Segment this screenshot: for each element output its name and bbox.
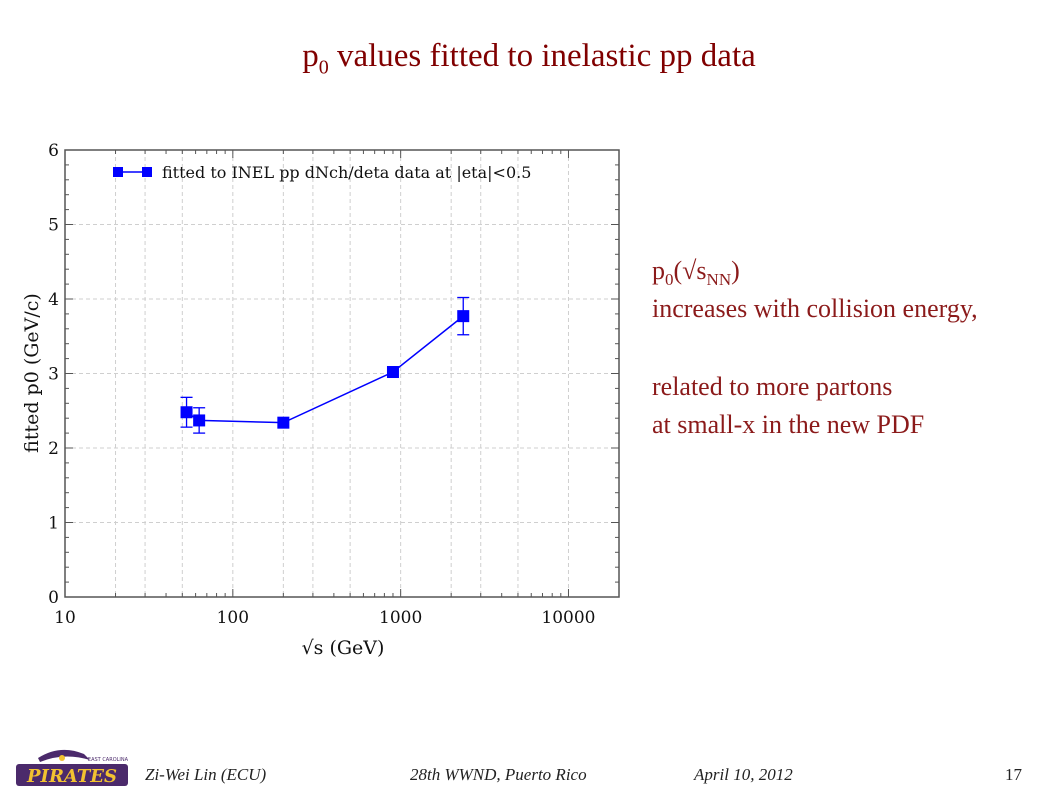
note-sub-0: 0 xyxy=(665,270,674,290)
note-line-4: at small-x in the new PDF xyxy=(652,410,925,439)
x-tick-label: 100 xyxy=(217,608,249,628)
series-line xyxy=(186,315,464,424)
chart-grid xyxy=(65,150,620,597)
x-tick-label: 10000 xyxy=(541,608,595,628)
legend-marker-right xyxy=(142,167,152,177)
note-line-3: related to more partons xyxy=(652,372,893,401)
note-sub-nn: NN xyxy=(706,270,732,290)
data-point xyxy=(180,406,193,419)
data-point xyxy=(386,366,399,379)
logo-small-text: EAST CAROLINA xyxy=(88,757,129,763)
footer-date: April 10, 2012 xyxy=(694,765,793,784)
x-axis-label: √s (GeV) xyxy=(302,637,385,659)
footer-event: 28th WWND, Puerto Rico xyxy=(410,765,587,784)
data-point xyxy=(193,414,206,427)
legend-label: fitted to INEL pp dNch/deta data at |eta… xyxy=(162,163,531,182)
y-tick-label: 5 xyxy=(48,216,59,236)
note-line-1: p0(√sNN) xyxy=(652,256,740,290)
note-close: ) xyxy=(731,256,740,285)
title-rest: values fitted to inelastic pp data xyxy=(328,38,756,74)
y-tick-label: 0 xyxy=(48,588,59,608)
legend-marker-left xyxy=(113,167,123,177)
p0-chart: 10 100 1000 10000 0 1 2 3 4 5 6 fitted to INEL pp … xyxy=(21,141,620,659)
logo-text: PIRATES xyxy=(26,766,117,787)
slide-title: p0 values fitted to inelastic pp data xyxy=(0,38,1058,80)
chart-ticks: 10 100 1000 10000 0 1 2 3 4 5 6 xyxy=(48,141,620,628)
y-tick-label: 3 xyxy=(48,365,59,385)
data-point xyxy=(277,416,290,429)
title-prefix: p xyxy=(302,38,319,74)
title-subscript: 0 xyxy=(318,56,329,79)
chart-legend: fitted to INEL pp dNch/deta data at |eta… xyxy=(113,163,531,182)
y-tick-label: 1 xyxy=(48,514,59,534)
footer-page-number: 17 xyxy=(1005,765,1022,784)
y-tick-label: 4 xyxy=(48,290,59,310)
note-p: p xyxy=(652,256,665,285)
x-tick-label: 1000 xyxy=(379,608,422,628)
chart-series xyxy=(180,296,470,434)
pirates-logo: PIRATES EAST CAROLINA xyxy=(16,749,129,787)
data-point xyxy=(457,310,470,323)
footer-author: Zi-Wei Lin (ECU) xyxy=(145,765,267,784)
y-axis-label: fitted p0 (GeV/c) xyxy=(21,293,43,453)
x-tick-label: 10 xyxy=(54,608,76,628)
y-tick-label: 6 xyxy=(48,141,59,161)
y-tick-label: 2 xyxy=(48,439,59,459)
note-sqrt-s: (√s xyxy=(673,256,707,285)
note-line-2: increases with collision energy, xyxy=(652,294,978,323)
